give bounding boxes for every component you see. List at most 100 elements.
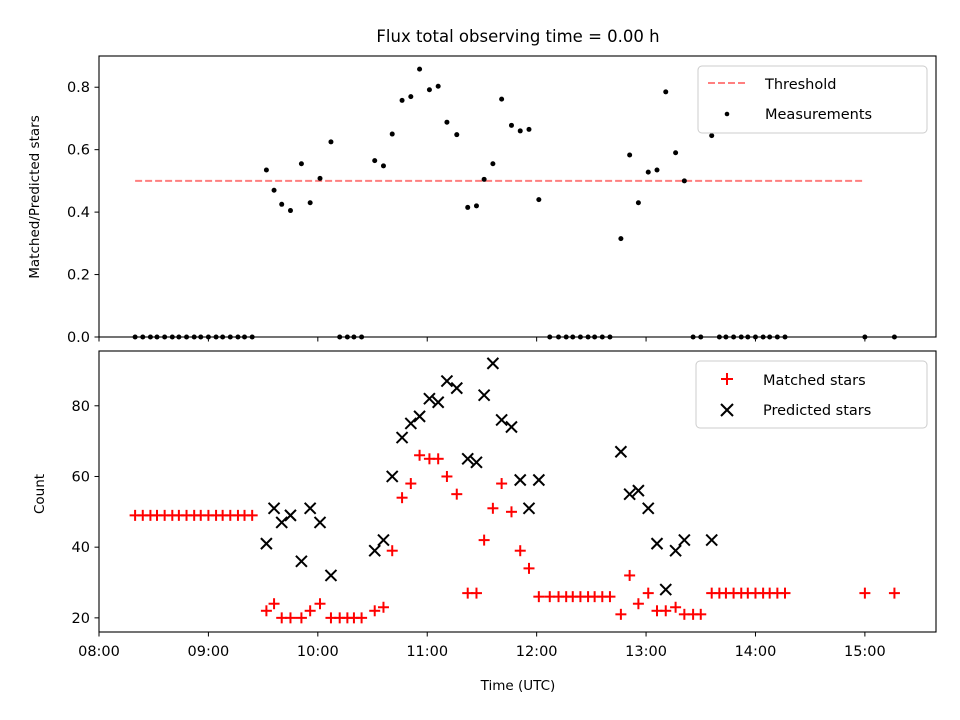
y-tick-label: 40 [72,540,90,556]
predicted-star-point [669,544,682,557]
predicted-star-point [659,583,672,596]
measurement-point [627,152,633,158]
measurement-point [307,200,313,206]
predicted-star-stroke-b [514,473,527,487]
predicted-legend-label: Predicted stars [763,403,871,419]
count-plot-area [129,357,900,624]
measurement-point [372,158,378,164]
measurement-point [380,163,386,169]
matched-star-point [377,601,389,613]
matched-star-point [632,598,644,610]
matched-star-point [284,612,296,624]
predicted-star-point [450,381,463,395]
predicted-star-stroke-b [440,374,454,388]
y-tick-label: 0.2 [67,268,90,284]
x-tick-label: 08:00 [78,644,120,660]
predicted-star-point [532,473,546,487]
predicted-star-stroke-b [623,487,636,501]
predicted-star-point [470,456,483,469]
measurement-point [654,167,660,173]
matched-star-point [304,605,316,617]
measurement-point [435,83,441,89]
predicted-star-point [260,537,273,550]
predicted-star-stroke-b [486,357,500,370]
measurement-point [328,139,334,145]
y-tick-label: 20 [72,611,90,627]
matched-star-point [660,605,672,617]
predicted-star-point [514,473,527,487]
predicted-star-stroke-b [650,537,664,550]
predicted-star-point [275,516,288,529]
count-axis-ticks: 08:00 09:00 10:00 11:00 12:00 13:00 14:00 15:00… [72,399,886,660]
matched-star-point [414,449,426,461]
count-legend-box [695,360,928,429]
measurement-point [317,175,323,181]
measurements-legend-swatch [724,111,730,117]
measurement-point [517,128,523,134]
predicted-star-stroke-b [669,544,682,557]
predicted-star-point [303,502,317,515]
predicted-star-stroke-b [284,509,297,522]
measurement-point [536,197,542,203]
measurement-point [709,133,715,139]
measurement-point [673,150,679,156]
predicted-star-point [505,420,518,434]
predicted-star-point [650,537,664,550]
y-tick-label: 0.6 [67,143,90,159]
predicted-star-point [413,410,426,423]
matched-star-point [386,545,398,557]
measurement-point [635,200,641,206]
matched-star-point [396,492,408,504]
x-tick-label: 12:00 [516,644,558,660]
predicted-star-stroke-b [275,516,288,529]
measurement-point [263,167,269,173]
predicted-star-stroke-b [377,533,390,547]
predicted-star-stroke-b [470,456,483,469]
measurement-point [618,236,624,242]
y-tick-label: 80 [72,399,90,415]
x-tick-label: 10:00 [297,644,339,660]
predicted-star-point [295,555,308,568]
matched-star-point [624,569,636,581]
measurement-point [473,203,479,209]
predicted-star-stroke-b [368,544,381,557]
measurement-point [426,87,432,93]
matched-star-point [314,598,326,610]
predicted-star-stroke-b [522,502,536,515]
matched-star-point [859,587,871,599]
measurement-point [663,89,669,95]
measurement-point [444,119,450,125]
matched-star-point [268,598,280,610]
predicted-star-stroke-b [461,452,474,466]
predicted-star-point [522,502,536,515]
measurement-point [508,122,514,128]
predicted-star-stroke-b [632,484,645,497]
predicted-star-point [642,502,655,515]
predicted-star-point [377,533,390,547]
predicted-star-point [486,357,500,370]
matched-star-point [487,502,499,514]
x-tick-label: 09:00 [188,644,230,660]
measurement-point [389,131,395,137]
predicted-star-point [440,374,454,388]
matched-star-point [695,608,707,620]
measurement-point [681,178,687,184]
measurements-legend-label: Measurements [765,107,872,123]
x-tick-label: 11:00 [406,644,448,660]
predicted-star-stroke-b [404,417,418,430]
predicted-star-point [477,388,491,402]
predicted-star-stroke-b [532,473,546,487]
predicted-star-stroke-b [267,502,281,515]
predicted-star-stroke-b [395,431,409,444]
y-tick-label: 0.8 [67,80,90,96]
predicted-star-point [324,569,338,582]
predicted-star-stroke-b [505,420,518,434]
predicted-star-stroke-b [413,410,426,423]
predicted-star-point [404,417,418,430]
predicted-star-stroke-b [313,516,327,529]
x-tick-label: 15:00 [844,644,886,660]
matched-star-point [670,601,682,613]
matched-star-point [604,591,616,603]
predicted-star-stroke-b [495,413,508,427]
